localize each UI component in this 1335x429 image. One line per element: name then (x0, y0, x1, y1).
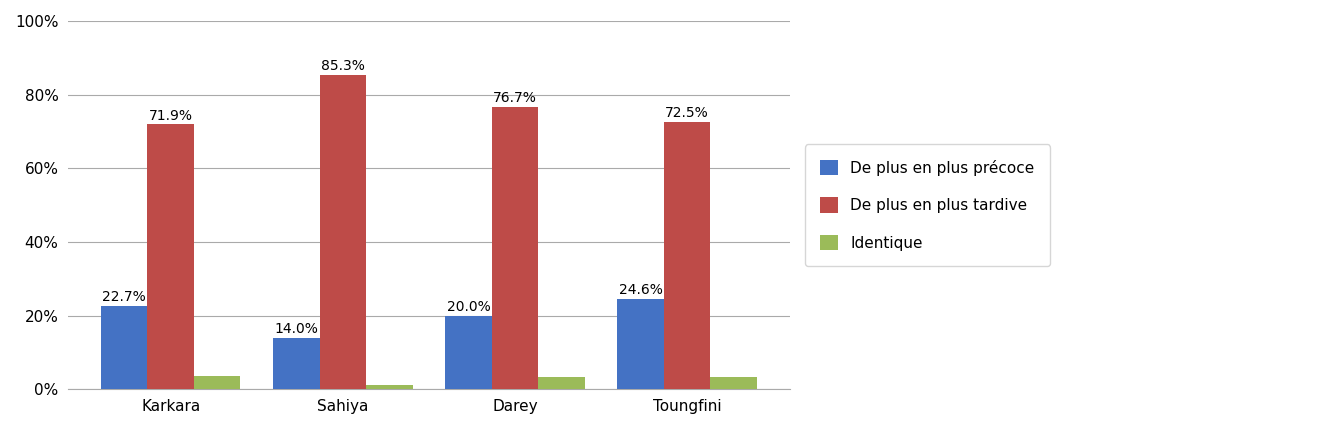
Text: 85.3%: 85.3% (320, 59, 364, 73)
Text: 22.7%: 22.7% (103, 290, 146, 304)
Text: 14.0%: 14.0% (275, 322, 318, 336)
Text: 76.7%: 76.7% (493, 91, 537, 105)
Bar (319, 75, 366, 389)
Bar (194, 376, 240, 389)
Text: 24.6%: 24.6% (618, 283, 662, 297)
Bar (491, 107, 538, 389)
Text: 72.5%: 72.5% (665, 106, 709, 121)
Text: 71.9%: 71.9% (148, 109, 192, 123)
Legend: De plus en plus précoce, De plus en plus tardive, Identique: De plus en plus précoce, De plus en plus… (805, 145, 1049, 266)
Text: 20.0%: 20.0% (447, 300, 490, 314)
Bar (617, 299, 663, 389)
Bar (147, 124, 194, 389)
Bar (274, 338, 319, 389)
Bar (710, 378, 757, 389)
Bar (366, 385, 413, 389)
Bar (538, 378, 585, 389)
Bar (663, 122, 710, 389)
Bar (101, 306, 147, 389)
Bar (446, 316, 491, 389)
